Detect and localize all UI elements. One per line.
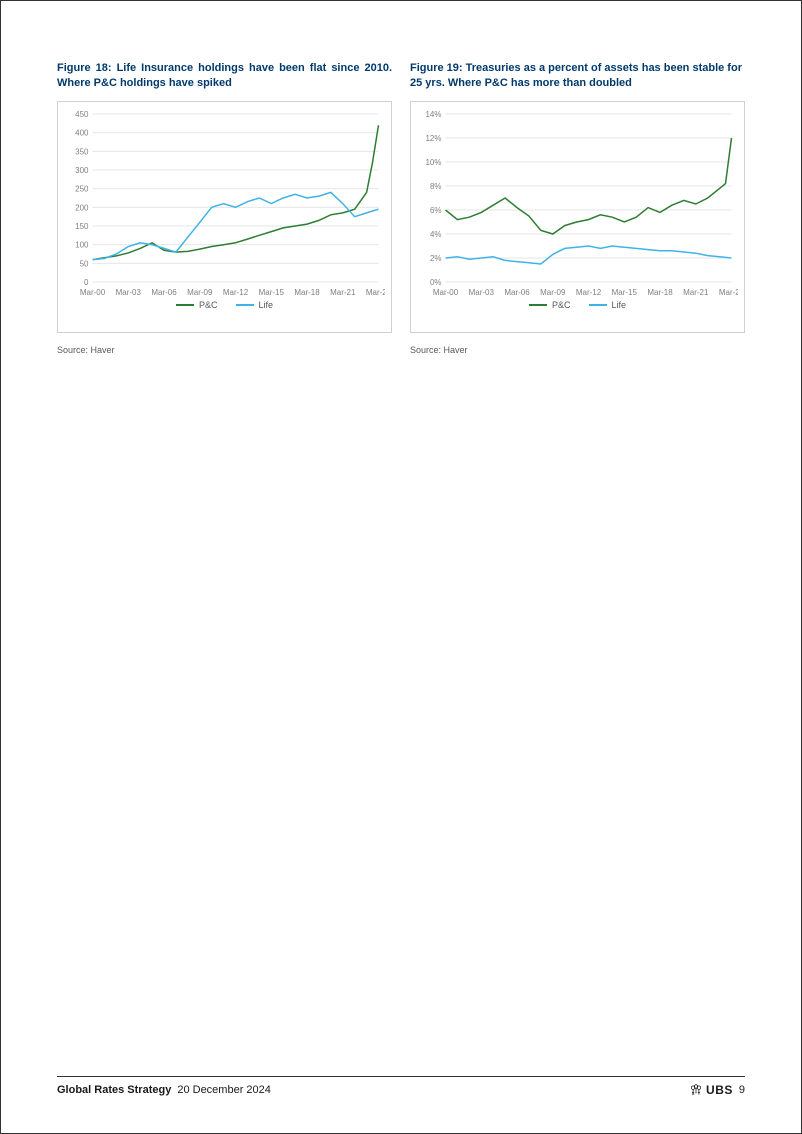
footer-date: 20 December 2024 (177, 1084, 271, 1096)
footer-right: UBS 9 (689, 1083, 745, 1097)
svg-text:300: 300 (75, 166, 89, 175)
figure-19-title: Figure 19: Treasuries as a percent of as… (410, 61, 745, 91)
svg-text:0%: 0% (430, 278, 442, 287)
ubs-keys-icon (689, 1083, 703, 1097)
svg-text:0: 0 (84, 278, 89, 287)
legend-item-pc: P&C (176, 300, 218, 310)
legend-swatch-pc (176, 304, 194, 306)
svg-text:4%: 4% (430, 230, 442, 239)
svg-text:Mar-09: Mar-09 (187, 288, 213, 297)
svg-text:Mar-06: Mar-06 (504, 288, 530, 297)
legend-item-life: Life (236, 300, 274, 310)
svg-text:2%: 2% (430, 254, 442, 263)
svg-text:400: 400 (75, 128, 89, 137)
svg-text:Mar-21: Mar-21 (330, 288, 356, 297)
legend-swatch-life (236, 304, 254, 306)
svg-text:50: 50 (80, 259, 89, 268)
svg-text:350: 350 (75, 147, 89, 156)
page-number: 9 (739, 1084, 745, 1096)
footer-title: Global Rates Strategy (57, 1084, 171, 1096)
figure-19: Figure 19: Treasuries as a percent of as… (410, 61, 745, 355)
svg-text:12%: 12% (425, 134, 441, 143)
legend-swatch-life (589, 304, 607, 306)
legend-label-life: Life (612, 300, 627, 310)
page-content: Figure 18: Life Insurance holdings have … (1, 1, 801, 355)
ubs-brand-text: UBS (706, 1083, 733, 1097)
legend-label-pc: P&C (552, 300, 571, 310)
legend-label-pc: P&C (199, 300, 218, 310)
svg-text:Mar-00: Mar-00 (433, 288, 459, 297)
figure-19-legend: P&C Life (417, 300, 738, 310)
figure-18-legend: P&C Life (64, 300, 385, 310)
footer-left: Global Rates Strategy 20 December 2024 (57, 1084, 271, 1096)
figure-19-chart: 0% 2% 4% 6% 8% 10% 12% 14% Mar-00 Mar-03 Mar-06 Mar… (410, 101, 745, 333)
svg-text:Mar-18: Mar-18 (294, 288, 320, 297)
svg-text:Mar-06: Mar-06 (151, 288, 177, 297)
figure-18: Figure 18: Life Insurance holdings have … (57, 61, 392, 355)
svg-text:Mar-21: Mar-21 (683, 288, 709, 297)
svg-text:Mar-09: Mar-09 (540, 288, 566, 297)
svg-text:Mar-03: Mar-03 (469, 288, 495, 297)
svg-text:200: 200 (75, 203, 89, 212)
svg-text:Mar-12: Mar-12 (576, 288, 602, 297)
svg-text:450: 450 (75, 110, 89, 119)
figure-18-svg: 0 50 100 150 200 250 300 350 400 450 Mar-00 Mar-03 M… (64, 108, 385, 298)
svg-text:Mar-24: Mar-24 (366, 288, 385, 297)
svg-text:6%: 6% (430, 206, 442, 215)
figure-18-source: Source: Haver (57, 345, 392, 355)
figure-19-svg: 0% 2% 4% 6% 8% 10% 12% 14% Mar-00 Mar-03 Mar-06 Mar… (417, 108, 738, 298)
page-footer: Global Rates Strategy 20 December 2024 U… (57, 1076, 745, 1097)
svg-text:Mar-15: Mar-15 (612, 288, 638, 297)
legend-swatch-pc (529, 304, 547, 306)
legend-item-life: Life (589, 300, 627, 310)
svg-text:Mar-12: Mar-12 (223, 288, 249, 297)
figure-18-title: Figure 18: Life Insurance holdings have … (57, 61, 392, 91)
figure-18-chart: 0 50 100 150 200 250 300 350 400 450 Mar-00 Mar-03 M… (57, 101, 392, 333)
svg-text:Mar-24: Mar-24 (719, 288, 738, 297)
svg-text:Mar-00: Mar-00 (80, 288, 106, 297)
svg-text:Mar-03: Mar-03 (116, 288, 142, 297)
svg-text:Mar-15: Mar-15 (259, 288, 285, 297)
svg-text:Mar-18: Mar-18 (647, 288, 673, 297)
svg-text:250: 250 (75, 184, 89, 193)
svg-text:150: 150 (75, 222, 89, 231)
svg-text:8%: 8% (430, 182, 442, 191)
legend-item-pc: P&C (529, 300, 571, 310)
ubs-logo: UBS (689, 1083, 733, 1097)
svg-text:10%: 10% (425, 158, 441, 167)
svg-text:14%: 14% (425, 110, 441, 119)
figure-19-source: Source: Haver (410, 345, 745, 355)
svg-text:100: 100 (75, 240, 89, 249)
legend-label-life: Life (259, 300, 274, 310)
